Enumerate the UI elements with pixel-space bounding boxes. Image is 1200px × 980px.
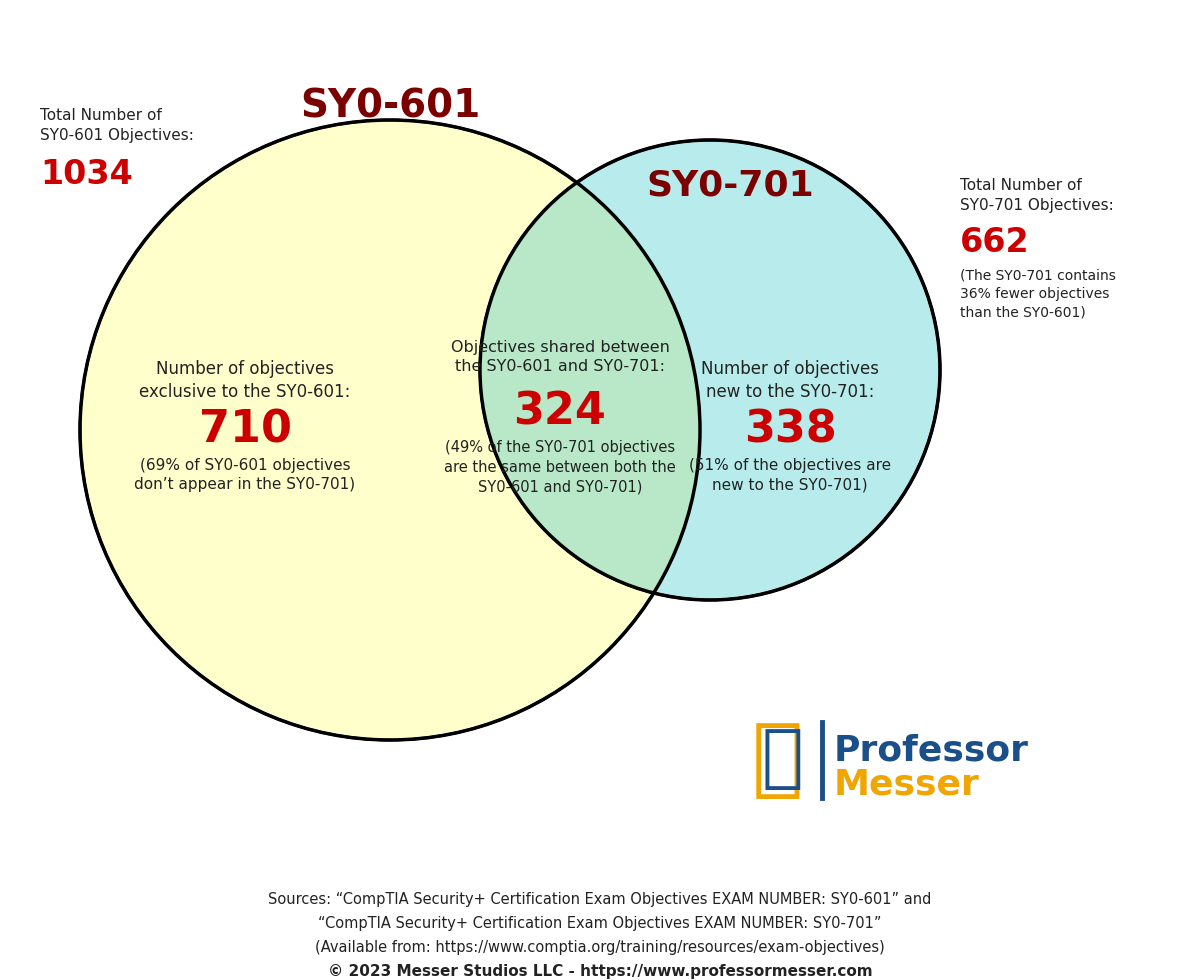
- Text: Objectives shared between
the SY0-601 and SY0-701:: Objectives shared between the SY0-601 an…: [450, 340, 670, 374]
- Text: (69% of SY0-601 objectives
don’t appear in the SY0-701): (69% of SY0-601 objectives don’t appear …: [134, 458, 355, 492]
- Text: Sources: “CompTIA Security+ Certification Exam Objectives EXAM NUMBER: SY0-601” : Sources: “CompTIA Security+ Certificatio…: [269, 892, 931, 907]
- Circle shape: [480, 140, 940, 600]
- Text: (49% of the SY0-701 objectives
are the same between both the
SY0-601 and SY0-701: (49% of the SY0-701 objectives are the s…: [444, 440, 676, 495]
- Text: 324: 324: [514, 390, 606, 433]
- Text: 662: 662: [960, 226, 1030, 259]
- Text: © 2023 Messer Studios LLC - https://www.professormesser.com: © 2023 Messer Studios LLC - https://www.…: [328, 964, 872, 979]
- Text: Total Number of
SY0-601 Objectives:: Total Number of SY0-601 Objectives:: [40, 108, 194, 143]
- Text: 1034: 1034: [40, 158, 133, 191]
- Text: Total Number of
SY0-701 Objectives:: Total Number of SY0-701 Objectives:: [960, 178, 1114, 213]
- Text: Number of objectives
new to the SY0-701:: Number of objectives new to the SY0-701:: [701, 360, 878, 401]
- Text: Ⓟ: Ⓟ: [761, 724, 803, 792]
- Text: SY0-701: SY0-701: [646, 168, 814, 202]
- Text: Number of objectives
exclusive to the SY0-601:: Number of objectives exclusive to the SY…: [139, 360, 350, 401]
- Text: (Available from: https://www.comptia.org/training/resources/exam-objectives): (Available from: https://www.comptia.org…: [316, 940, 884, 955]
- Text: Ⓟ: Ⓟ: [752, 718, 804, 802]
- Circle shape: [80, 120, 700, 740]
- Text: SY0-601: SY0-601: [300, 88, 480, 126]
- Text: 338: 338: [744, 408, 836, 451]
- Text: Messer: Messer: [834, 767, 980, 801]
- Text: 710: 710: [198, 408, 292, 451]
- Text: Professor: Professor: [834, 733, 1030, 767]
- Text: (51% of the objectives are
new to the SY0-701): (51% of the objectives are new to the SY…: [689, 458, 892, 492]
- Circle shape: [480, 140, 940, 600]
- Text: (The SY0-701 contains
36% fewer objectives
than the SY0-601): (The SY0-701 contains 36% fewer objectiv…: [960, 268, 1116, 319]
- Text: “CompTIA Security+ Certification Exam Objectives EXAM NUMBER: SY0-701”: “CompTIA Security+ Certification Exam Ob…: [318, 916, 882, 931]
